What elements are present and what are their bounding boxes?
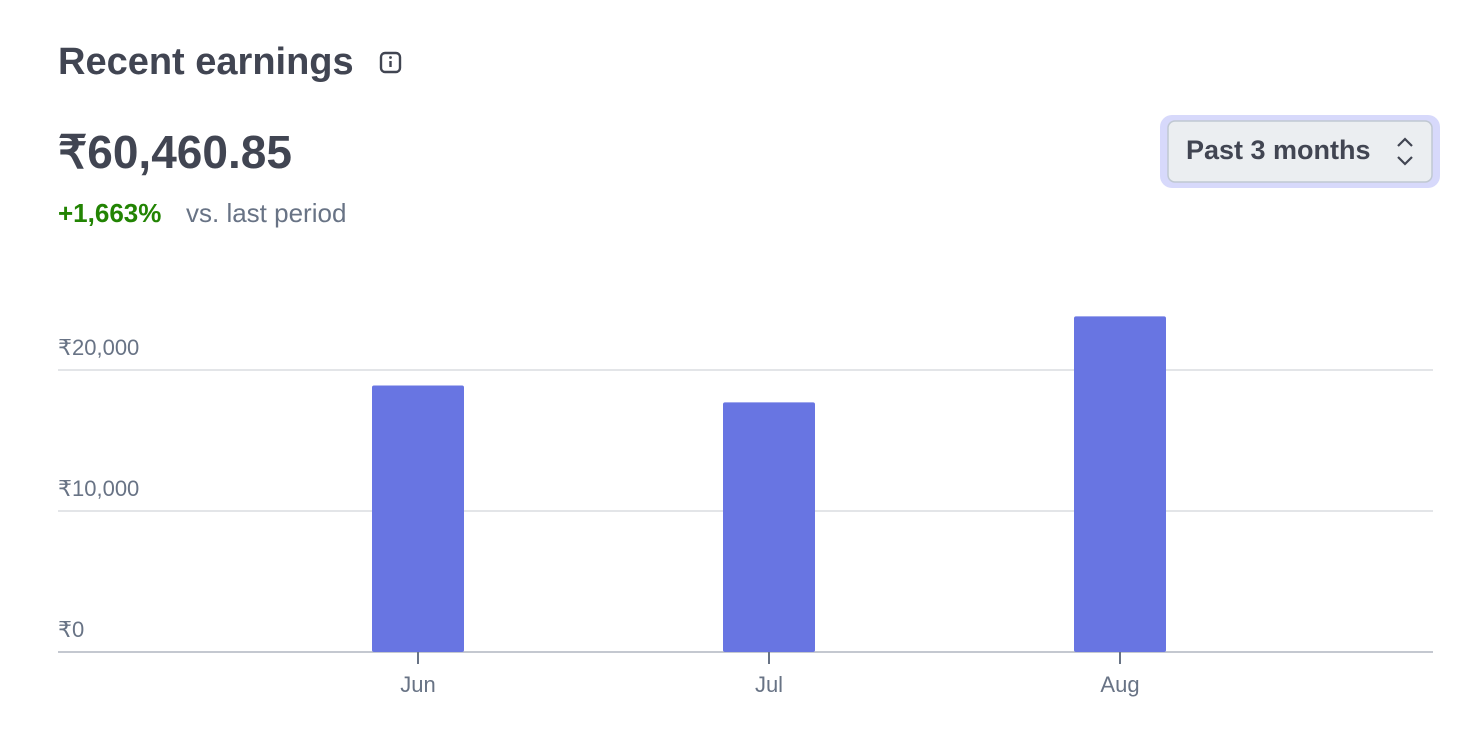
y-tick-label: ₹0 <box>58 617 84 642</box>
y-tick-label: ₹10,000 <box>58 476 139 501</box>
y-tick-label: ₹20,000 <box>58 335 139 360</box>
change: +1,663% <box>58 198 161 228</box>
title: Recent earnings <box>58 41 354 83</box>
period-select[interactable]: Past 3 months <box>1160 115 1440 188</box>
bar <box>1074 316 1166 652</box>
x-tick-label: Jun <box>400 672 435 697</box>
change-note: vs. last period <box>186 198 346 228</box>
x-tick-label: Aug <box>1100 672 1139 697</box>
bar <box>372 385 464 652</box>
amount: ₹60,460.85 <box>58 126 292 178</box>
period-label: Past 3 months <box>1186 135 1371 165</box>
bar <box>723 402 815 652</box>
x-tick-label: Jul <box>755 672 783 697</box>
info-icon[interactable] <box>379 51 402 74</box>
